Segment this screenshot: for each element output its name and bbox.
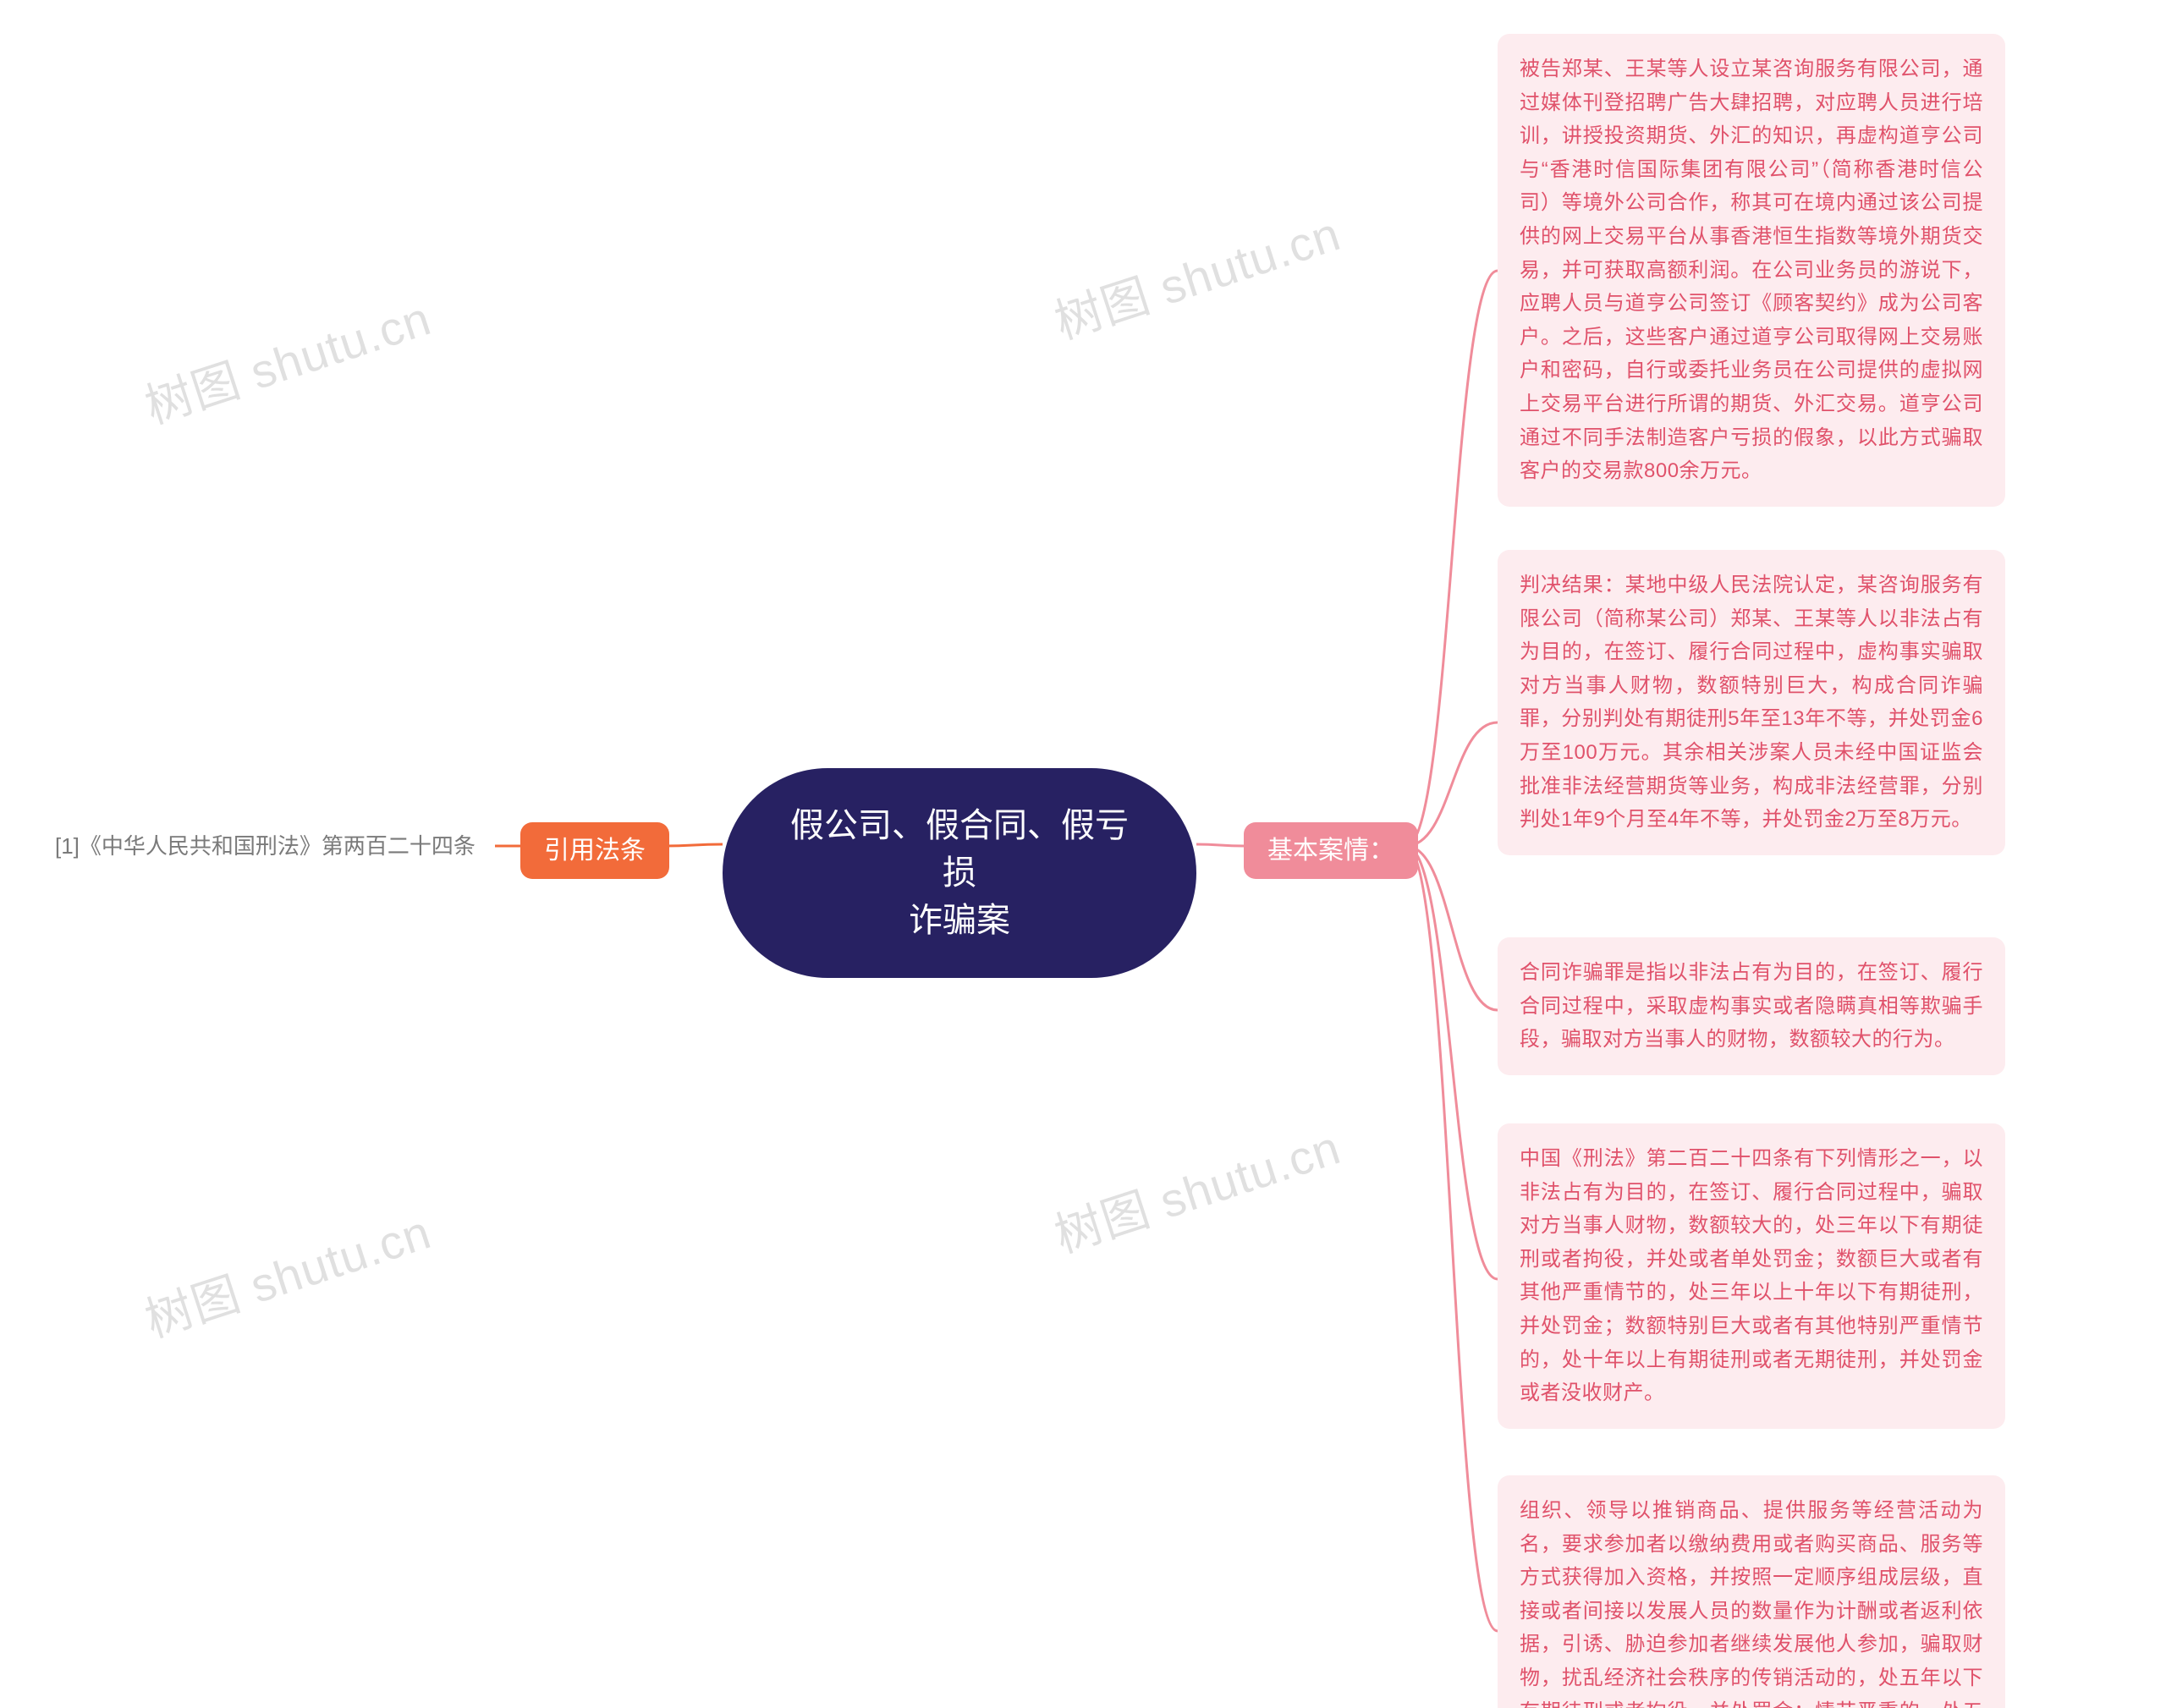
watermark: 树图 shutu.cn bbox=[1045, 196, 1348, 353]
mindmap-canvas: 假公司、假合同、假亏损诈骗案引用法条[1]《中华人民共和国刑法》第两百二十四条基… bbox=[0, 0, 2166, 1708]
root-text-line2: 诈骗案 bbox=[780, 897, 1139, 944]
leaf-right-card: 中国《刑法》第二百二十四条有下列情形之一，以非法占有为目的，在签订、履行合同过程… bbox=[1498, 1123, 2005, 1429]
watermark: 树图 shutu.cn bbox=[135, 281, 438, 437]
leaf-left-citation: [1]《中华人民共和国刑法》第两百二十四条 bbox=[55, 831, 476, 861]
watermark: 树图 shutu.cn bbox=[1045, 1110, 1348, 1266]
branch-left: 引用法条 bbox=[520, 822, 669, 879]
leaf-right-card: 组织、领导以推销商品、提供服务等经营活动为名，要求参加者以缴纳费用或者购买商品、… bbox=[1498, 1475, 2005, 1708]
leaf-right-card: 判决结果：某地中级人民法院认定，某咨询服务有限公司（简称某公司）郑某、王某等人以… bbox=[1498, 550, 2005, 855]
root-node: 假公司、假合同、假亏损诈骗案 bbox=[723, 768, 1196, 978]
leaf-right-card: 合同诈骗罪是指以非法占有为目的，在签订、履行合同过程中，采取虚构事实或者隐瞒真相… bbox=[1498, 937, 2005, 1075]
leaf-right-card: 被告郑某、王某等人设立某咨询服务有限公司，通过媒体刊登招聘广告大肆招聘，对应聘人… bbox=[1498, 34, 2005, 507]
watermark: 树图 shutu.cn bbox=[135, 1195, 438, 1351]
branch-right: 基本案情： bbox=[1244, 822, 1418, 879]
root-text-line1: 假公司、假合同、假亏损 bbox=[780, 802, 1139, 897]
